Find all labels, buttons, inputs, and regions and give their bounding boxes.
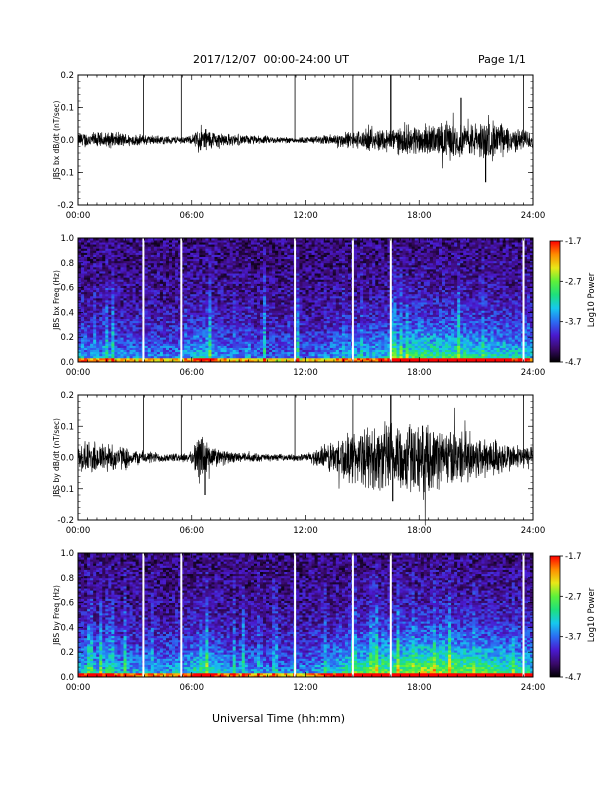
x-tick-label: 06:00 (180, 211, 205, 221)
x-tick-label: 24:00 (521, 211, 546, 221)
panel-3: 00:00 06:00 12:00 18:00 24:00 0.2 0.1 0.0 -0.1 -0… (52, 391, 545, 536)
x-tick-label: 24:00 (521, 683, 546, 693)
page-title: 2017/12/07 00:00-24:00 UT (193, 53, 350, 66)
y-axis-label: JBS by Freq (Hz) (52, 585, 61, 646)
y-axis-label: JBS by dB/dt (nT/sec) (52, 418, 61, 498)
colorbar-tick-label: -3.7 (565, 318, 582, 328)
colorbar-tick-label: -3.7 (565, 633, 582, 643)
y-tick-label: 1.0 (60, 234, 74, 244)
x-tick-label: 00:00 (66, 683, 91, 693)
x-tick-label: 06:00 (180, 683, 205, 693)
spectrogram-cells (78, 238, 534, 363)
panel-2: -1.7 -2.7 -3.7 -4.7 Log10 Power 00:00 06:00 12:… (52, 234, 597, 378)
x-axis-title: Universal Time (hh:mm) (212, 712, 345, 725)
x-tick-label: 12:00 (293, 368, 318, 378)
x-tick-label: 00:00 (66, 526, 91, 536)
colorbar-tick-label: -2.7 (565, 277, 582, 287)
x-tick-label: 12:00 (293, 526, 318, 536)
x-tick-label: 00:00 (66, 368, 91, 378)
x-tick-label: 06:00 (180, 368, 205, 378)
y-tick-label: 0.6 (60, 284, 74, 294)
y-tick-label: 0.0 (60, 673, 74, 683)
y-tick-label: 0.2 (60, 648, 74, 658)
colorbar-tick-label: -1.7 (565, 237, 582, 247)
panel-1: 00:00 06:00 12:00 18:00 24:00 0.2 0.1 0.0 -0.1 -0… (52, 71, 545, 221)
x-tick-label: 24:00 (521, 368, 546, 378)
colorbar (549, 240, 561, 363)
colorbar-label: Log10 Power (587, 587, 597, 642)
y-tick-label: -0.1 (57, 485, 74, 495)
y-tick-label: 1.0 (60, 549, 74, 559)
colorbar-label: Log10 Power (587, 272, 597, 327)
y-tick-label: -0.2 (57, 516, 74, 526)
colorbar-tick-label: -1.7 (565, 552, 582, 562)
y-tick-label: 0.0 (60, 358, 74, 368)
x-tick-label: 18:00 (407, 368, 432, 378)
y-tick-label: 0.2 (60, 71, 74, 81)
y-tick-label: 0.1 (60, 104, 74, 114)
y-axis-label: JBS bx dB/dt (nT/sec) (52, 101, 61, 181)
waveform-trace (77, 407, 534, 526)
x-tick-label: 12:00 (293, 683, 318, 693)
colorbar (549, 555, 561, 678)
y-tick-label: 0.6 (60, 599, 74, 609)
y-tick-label: 0.4 (60, 623, 74, 633)
x-tick-label: 18:00 (407, 683, 432, 693)
x-tick-label: 18:00 (407, 211, 432, 221)
y-axis-label: JBS bx Freq (Hz) (52, 270, 61, 331)
panel-4: -1.7 -2.7 -3.7 -4.7 Log10 Power 00:00 06:00 12:… (52, 549, 597, 693)
x-tick-label: 00:00 (66, 211, 91, 221)
waveform-trace (77, 112, 534, 169)
x-tick-label: 12:00 (293, 211, 318, 221)
x-tick-label: 24:00 (521, 526, 546, 536)
colorbar-tick-label: -2.7 (565, 592, 582, 602)
y-tick-label: 0.2 (60, 333, 74, 343)
y-tick-label: 0.8 (60, 259, 74, 269)
x-tick-label: 18:00 (407, 526, 432, 536)
colorbar-tick-label: -4.7 (565, 358, 582, 368)
y-tick-label: 0.2 (60, 391, 74, 401)
y-tick-label: 0.0 (60, 454, 74, 464)
spectrogram-cells (78, 553, 534, 678)
x-tick-label: 06:00 (180, 526, 205, 536)
y-tick-label: 0.4 (60, 308, 74, 318)
page-number: Page 1/1 (478, 53, 526, 66)
y-tick-label: 0.1 (60, 422, 74, 432)
y-tick-label: -0.1 (57, 169, 74, 179)
y-tick-label: 0.8 (60, 574, 74, 584)
colorbar-tick-label: -4.7 (565, 673, 582, 683)
y-tick-label: -0.2 (57, 201, 74, 211)
y-tick-label: 0.0 (60, 136, 74, 146)
